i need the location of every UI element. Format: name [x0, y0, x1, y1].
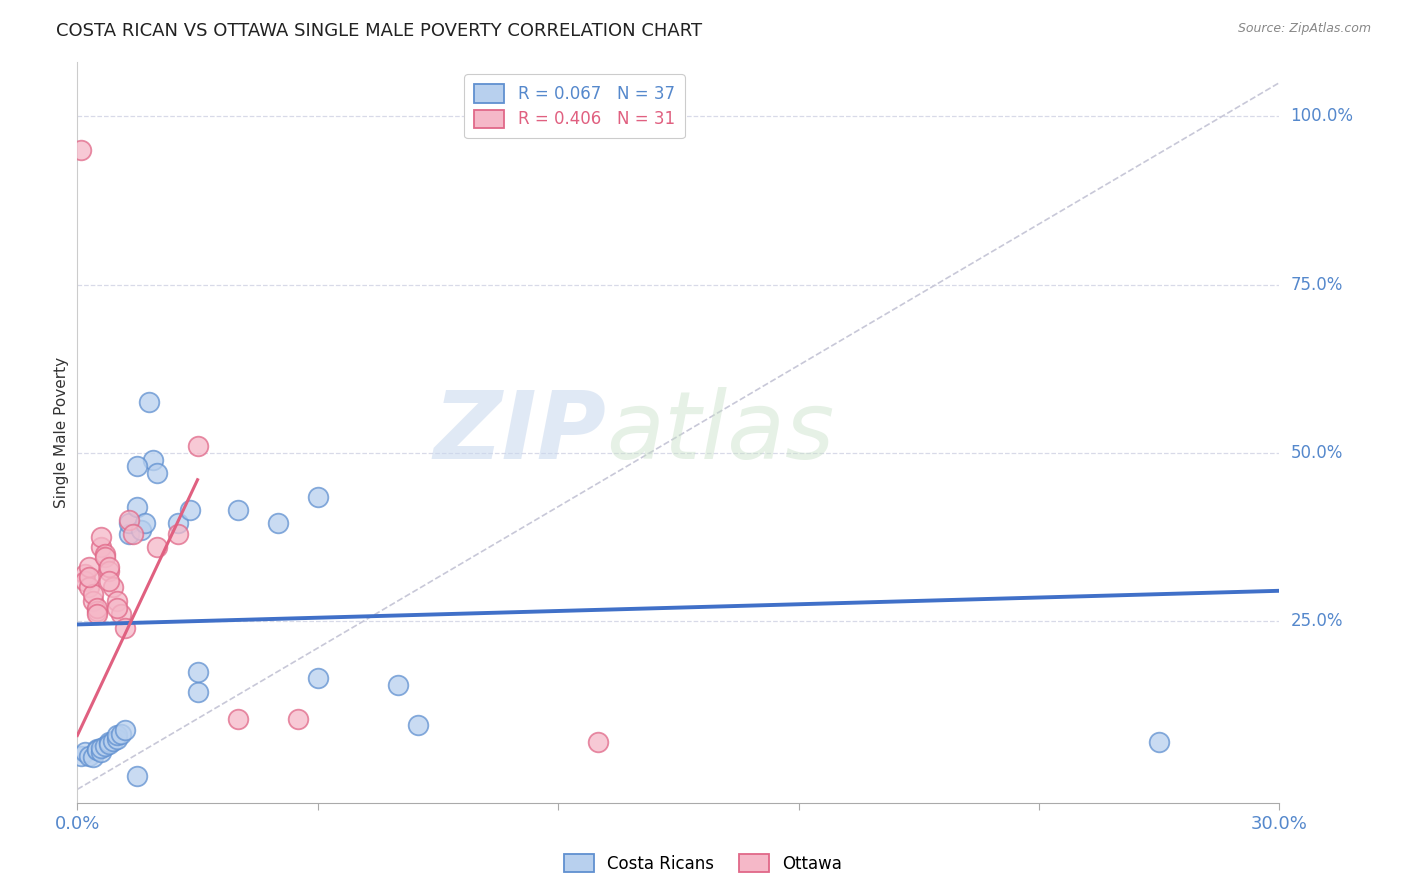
Point: [79, 748, 101, 763]
Point: [114, 723, 136, 738]
Point: [90, 745, 112, 759]
Point: [98, 735, 121, 749]
Point: [107, 600, 129, 615]
Text: Source: ZipAtlas.com: Source: ZipAtlas.com: [1237, 22, 1371, 36]
Point: [127, 459, 149, 474]
Point: [79, 570, 101, 584]
Point: [103, 734, 125, 748]
Point: [110, 607, 132, 622]
Point: [90, 740, 112, 755]
Point: [90, 540, 112, 554]
Point: [588, 735, 610, 749]
Point: [114, 621, 136, 635]
Point: [70, 748, 93, 763]
Point: [146, 466, 169, 480]
Point: [166, 516, 188, 531]
Point: [98, 574, 121, 588]
Point: [94, 739, 117, 753]
Point: [226, 503, 249, 517]
Point: [86, 604, 108, 618]
Point: [75, 574, 97, 588]
Point: [82, 750, 104, 764]
Point: [103, 581, 125, 595]
Point: [1149, 735, 1171, 749]
Text: 25.0%: 25.0%: [1291, 612, 1343, 630]
Point: [267, 516, 290, 531]
Point: [98, 737, 121, 751]
Point: [79, 581, 101, 595]
Point: [142, 452, 165, 467]
Point: [107, 594, 129, 608]
Point: [118, 526, 141, 541]
Point: [94, 547, 117, 561]
Point: [75, 566, 97, 581]
Point: [86, 742, 108, 756]
Point: [98, 564, 121, 578]
Point: [118, 516, 141, 531]
Text: 50.0%: 50.0%: [1291, 444, 1343, 462]
Point: [146, 540, 169, 554]
Point: [387, 678, 409, 692]
Text: 100.0%: 100.0%: [1291, 107, 1354, 125]
Point: [94, 550, 117, 565]
Point: [86, 743, 108, 757]
Point: [131, 523, 153, 537]
Point: [82, 594, 104, 608]
Point: [107, 731, 129, 746]
Text: ZIP: ZIP: [433, 386, 606, 479]
Point: [179, 503, 201, 517]
Text: COSTA RICAN VS OTTAWA SINGLE MALE POVERTY CORRELATION CHART: COSTA RICAN VS OTTAWA SINGLE MALE POVERT…: [56, 22, 703, 40]
Point: [406, 718, 429, 732]
Legend: Costa Ricans, Ottawa: Costa Ricans, Ottawa: [557, 847, 849, 880]
Point: [86, 600, 108, 615]
Point: [138, 395, 160, 409]
Point: [186, 685, 209, 699]
Point: [75, 745, 97, 759]
Text: atlas: atlas: [606, 387, 835, 478]
Point: [86, 607, 108, 622]
Point: [166, 526, 188, 541]
Text: 75.0%: 75.0%: [1291, 276, 1343, 293]
Point: [118, 513, 141, 527]
Point: [186, 439, 209, 453]
Point: [134, 516, 156, 531]
Point: [226, 712, 249, 726]
Point: [122, 526, 145, 541]
Point: [98, 560, 121, 574]
Point: [127, 500, 149, 514]
Point: [307, 490, 329, 504]
Point: [79, 560, 101, 574]
Point: [186, 665, 209, 679]
Point: [107, 729, 129, 743]
Point: [110, 727, 132, 741]
Point: [127, 769, 149, 783]
Point: [70, 143, 93, 157]
Legend: R = 0.067   N = 37, R = 0.406   N = 31: R = 0.067 N = 37, R = 0.406 N = 31: [464, 74, 685, 138]
Y-axis label: Single Male Poverty: Single Male Poverty: [53, 357, 69, 508]
Point: [307, 671, 329, 685]
Point: [287, 712, 309, 726]
Point: [90, 530, 112, 544]
Point: [82, 587, 104, 601]
